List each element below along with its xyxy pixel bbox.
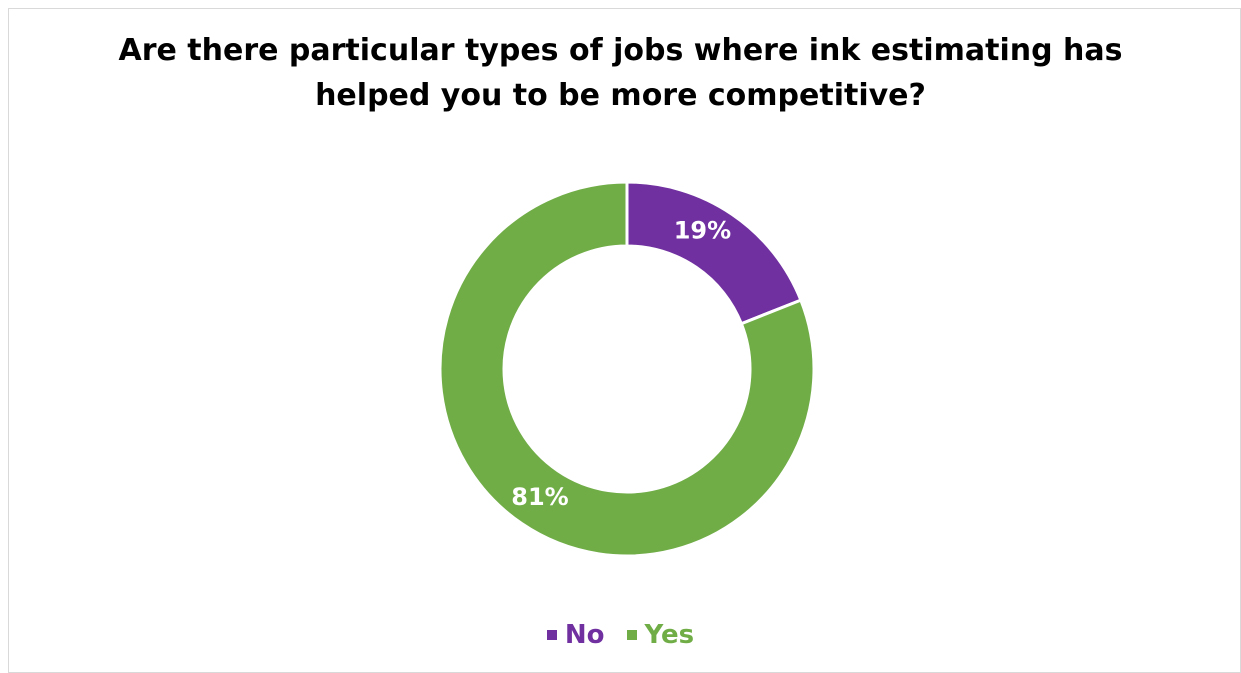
- chart-title: Are there particular types of jobs where…: [0, 28, 1241, 118]
- data-label-no: 19%: [674, 216, 731, 244]
- legend-label-no: No: [564, 620, 605, 650]
- chart-legend: No Yes: [0, 620, 1241, 650]
- legend-swatch-yes: [626, 630, 637, 640]
- chart-title-line-2: helped you to be more competitive?: [315, 78, 926, 113]
- donut-slice-yes: [438, 180, 816, 558]
- donut-slice-no: [625, 180, 803, 326]
- legend-label-yes: Yes: [644, 620, 695, 650]
- legend-item-yes: Yes: [626, 620, 695, 650]
- data-label-yes: 81%: [511, 483, 568, 511]
- chart-title-line-1: Are there particular types of jobs where…: [118, 33, 1123, 68]
- legend-swatch-no: [546, 630, 557, 640]
- chart-area: [8, 8, 1241, 673]
- legend-item-no: No: [546, 620, 605, 650]
